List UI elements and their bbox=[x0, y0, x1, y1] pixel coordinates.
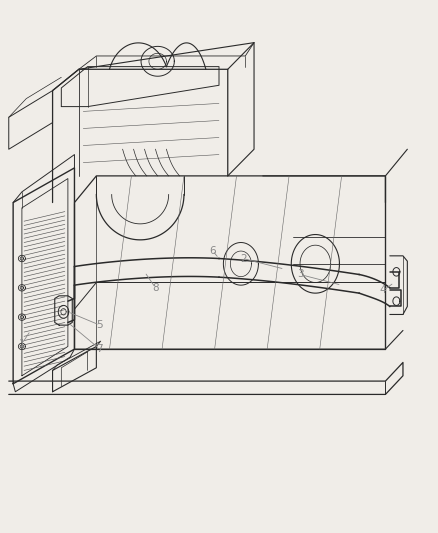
Text: 7: 7 bbox=[96, 344, 103, 354]
Text: 4: 4 bbox=[380, 286, 387, 295]
Text: 5: 5 bbox=[96, 320, 103, 330]
Text: 6: 6 bbox=[209, 246, 216, 255]
Text: 8: 8 bbox=[152, 283, 159, 293]
Text: 1: 1 bbox=[18, 339, 25, 349]
Text: 3: 3 bbox=[297, 270, 304, 279]
Text: 2: 2 bbox=[240, 254, 247, 263]
